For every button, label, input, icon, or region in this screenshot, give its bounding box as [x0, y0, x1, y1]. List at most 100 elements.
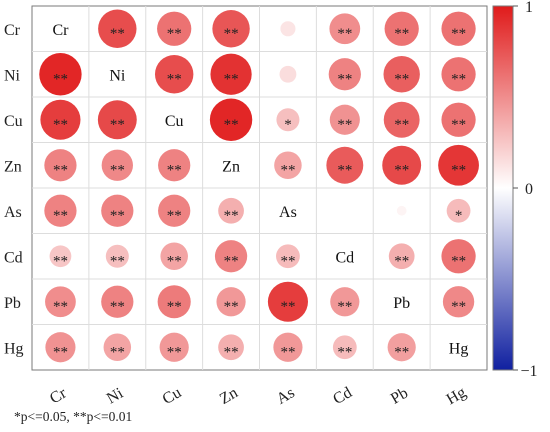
- significance-mark: **: [224, 26, 239, 42]
- correlation-circle: [328, 58, 361, 91]
- significance-mark: **: [337, 299, 352, 315]
- y-tick-label: Cd: [4, 249, 23, 266]
- correlation-circle: [396, 205, 407, 216]
- y-tick-label: Cr: [4, 22, 21, 39]
- significance-mark: **: [394, 162, 409, 178]
- significance-mark: **: [167, 253, 182, 269]
- diagonal-label: Pb: [393, 295, 410, 312]
- significance-mark: **: [451, 117, 466, 133]
- x-tick-label: Cd: [330, 384, 355, 408]
- x-tick-label: Ni: [104, 384, 127, 407]
- y-tick-label: Pb: [4, 295, 21, 312]
- correlation-circle: [384, 11, 419, 46]
- significance-mark: **: [224, 208, 239, 224]
- significance-note: *p<=0.05, **p<=0.01: [14, 409, 132, 424]
- diagonal-label: Cr: [52, 22, 69, 39]
- significance-mark: **: [167, 299, 182, 315]
- correlation-circle: [101, 285, 134, 318]
- colorbar-tick-label: 1: [525, 0, 533, 16]
- x-tick-label: As: [274, 384, 298, 408]
- significance-mark: **: [280, 299, 295, 315]
- colorbar: 1 0 −1: [492, 0, 538, 380]
- significance-mark: **: [337, 26, 352, 42]
- significance-mark: **: [451, 299, 466, 315]
- correlation-circle: [267, 281, 308, 322]
- correlation-circle: [274, 151, 302, 180]
- correlation-circle: [218, 334, 244, 361]
- significance-mark: **: [167, 162, 182, 178]
- diagonal-label: As: [279, 204, 297, 221]
- significance-mark: **: [451, 162, 466, 178]
- x-tick-label: Cu: [160, 384, 185, 408]
- correlation-circle: [159, 332, 189, 362]
- significance-mark: **: [337, 344, 352, 360]
- diagonal-label: Zn: [222, 158, 240, 175]
- significance-mark: **: [224, 253, 239, 269]
- correlation-circle: [438, 144, 479, 186]
- correlation-circle: [210, 53, 252, 95]
- y-tick-label: Zn: [4, 158, 22, 175]
- y-tick-label: As: [4, 204, 22, 221]
- significance-mark: *: [284, 117, 292, 133]
- significance-mark: **: [394, 71, 409, 87]
- correlation-circle: [209, 98, 253, 141]
- correlation-circle: [276, 108, 300, 132]
- significance-mark: **: [337, 162, 352, 178]
- significance-mark: **: [167, 26, 182, 42]
- correlation-circle: [441, 11, 476, 46]
- correlation-circle: [383, 101, 420, 138]
- significance-mark: **: [337, 117, 352, 133]
- significance-mark: **: [167, 71, 182, 87]
- cells: Cr ** ** ** ** ** **** Ni ** ** ** ** **** ** Cu ** * ** *…: [39, 9, 479, 363]
- correlation-circle: [212, 10, 250, 48]
- correlation-circle: [382, 145, 422, 185]
- grid: [31, 5, 488, 371]
- correlation-circle: [276, 244, 300, 269]
- x-tick-label: Zn: [217, 384, 241, 408]
- correlation-circle: [329, 13, 361, 45]
- correlation-circle: [330, 287, 360, 317]
- significance-mark: **: [451, 71, 466, 87]
- correlation-circle: [218, 197, 244, 224]
- significance-mark: **: [110, 208, 125, 224]
- diagonal-label: Cu: [165, 113, 184, 130]
- correlation-circle: [160, 242, 188, 271]
- significance-mark: **: [110, 344, 125, 360]
- diagonal-label: Hg: [449, 340, 469, 357]
- correlation-circle: [49, 245, 72, 268]
- significance-mark: **: [394, 117, 409, 133]
- correlation-circle: [44, 149, 77, 182]
- correlation-circle: [216, 287, 246, 317]
- correlation-circle: [40, 99, 81, 140]
- significance-mark: **: [280, 253, 295, 269]
- correlation-circle: [44, 194, 77, 227]
- significance-mark: **: [451, 26, 466, 42]
- significance-mark: **: [337, 71, 352, 87]
- significance-mark: **: [110, 299, 125, 315]
- significance-mark: **: [224, 71, 239, 87]
- diagonal-label: Cd: [335, 249, 354, 266]
- significance-mark: **: [280, 344, 295, 360]
- y-tick-label: Hg: [4, 340, 24, 357]
- significance-mark: **: [167, 344, 182, 360]
- diagonal-label: Ni: [109, 67, 126, 84]
- correlation-circle: [279, 65, 297, 83]
- significance-mark: **: [224, 344, 239, 360]
- significance-mark: *: [455, 208, 463, 224]
- significance-mark: **: [53, 117, 68, 133]
- significance-mark: **: [167, 208, 182, 224]
- correlation-circle: [157, 11, 192, 46]
- significance-mark: **: [394, 26, 409, 42]
- correlation-circle: [101, 194, 134, 227]
- correlation-circle: [45, 286, 76, 318]
- correlation-circle: [273, 332, 303, 362]
- significance-mark: **: [451, 253, 466, 269]
- y-tick-label: Ni: [4, 67, 21, 84]
- correlation-circle: [326, 146, 364, 184]
- significance-mark: **: [53, 253, 68, 269]
- x-tick-label: Hg: [444, 384, 469, 409]
- correlation-circle: [280, 21, 296, 37]
- significance-mark: **: [280, 162, 295, 178]
- significance-mark: **: [394, 253, 409, 269]
